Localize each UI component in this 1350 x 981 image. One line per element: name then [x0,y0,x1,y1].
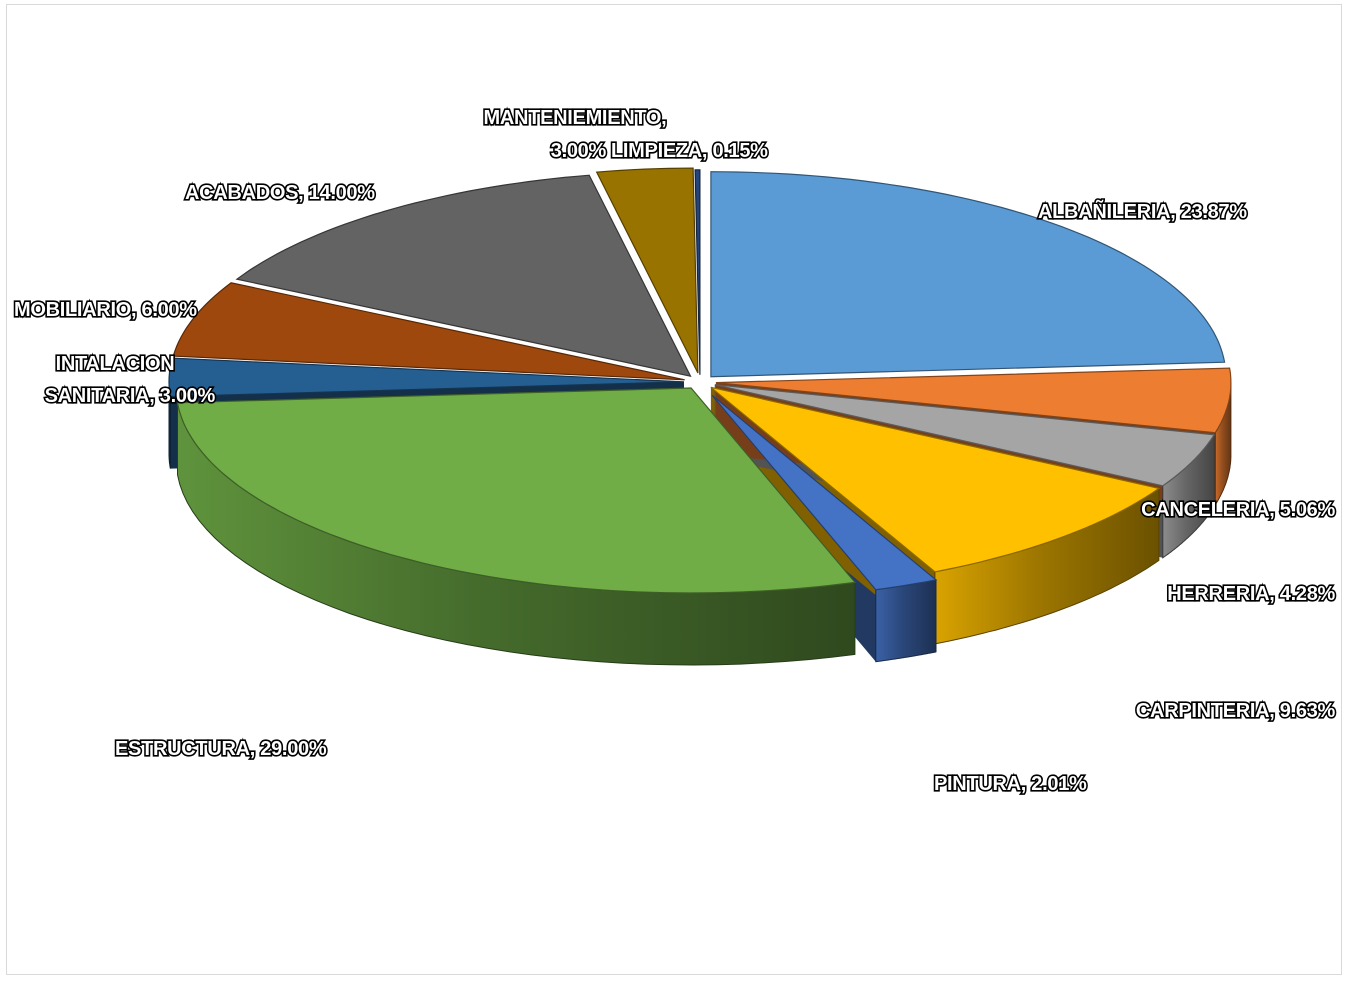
pie-slice-mobiliario[interactable] [172,282,685,381]
pie-slice-herreria[interactable] [714,384,1216,487]
data-label-manteniemiento: MANTENIEMIENTO, 3.00% [484,107,667,162]
pie-slice-canceleria[interactable] [715,367,1232,434]
data-label-pintura: PINTURA, 2.01% [934,773,1087,795]
data-label-acabados: ACABADOS, 14.00% [185,182,375,204]
pie-slice-manteniemiento[interactable] [595,167,699,374]
data-label-intalacion-sanitaria: INTALACION SANITARIA, 3.00% [45,353,216,407]
pie-slice-estructura[interactable] [176,387,857,594]
data-labels: ALBAÑILERIA, 23.87% CANCELERIA, 5.06% HERR… [12,105,1337,796]
pie-slice-alba-ileria[interactable] [710,171,1226,378]
data-label-alba-ileria: ALBAÑILERIA, 23.87% [1038,200,1247,223]
pie-slice-limpieza[interactable] [694,169,701,375]
data-label-mobiliario: MOBILIARIO, 6.00% [14,299,197,321]
pie-slice-intalacion-sanitaria[interactable] [168,357,685,398]
pie-slice-side-pintura [875,579,937,663]
data-label-limpieza: LIMPIEZA, 0.15% [611,140,768,162]
data-label-canceleria: CANCELERIA, 5.06% [1141,499,1335,521]
pie-slice-carpinteria[interactable] [710,386,1161,573]
data-label-estructura: ESTRUCTURA, 29.00% [115,738,327,760]
pie-slice-acabados[interactable] [235,174,692,378]
pie-top-layer [168,167,1232,594]
data-label-herreria: HERRERIA, 4.28% [1167,583,1335,605]
data-label-carpinteria: CARPINTERIA, 9.63% [1136,700,1336,722]
pie-slice-pintura[interactable] [711,394,938,591]
